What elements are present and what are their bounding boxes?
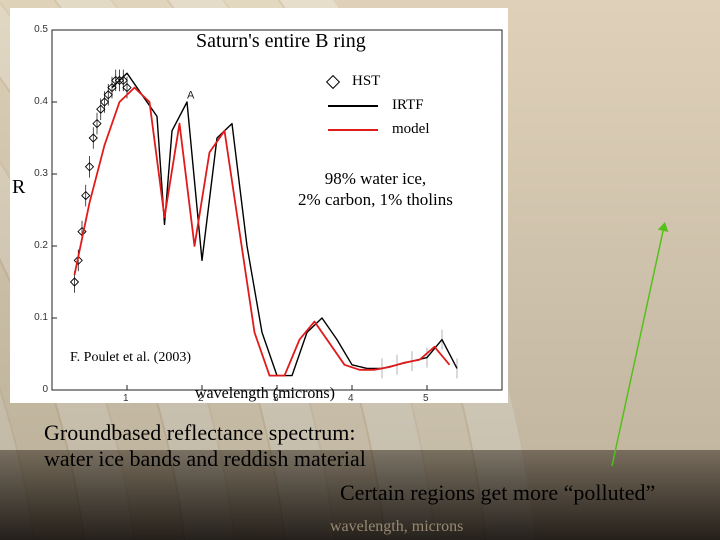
caption-line-2: water ice bands and reddish material	[44, 446, 366, 471]
slide-root: Saturn's entire B ring A HST IRTF model …	[0, 0, 720, 540]
caption-line-1: Groundbased reflectance spectrum:	[44, 420, 356, 445]
caption-polluted: Certain regions get more “polluted”	[340, 480, 655, 506]
caption-groundbased: Groundbased reflectance spectrum: water …	[44, 420, 366, 473]
faint-bottom-label: wavelength, microns	[330, 518, 463, 536]
